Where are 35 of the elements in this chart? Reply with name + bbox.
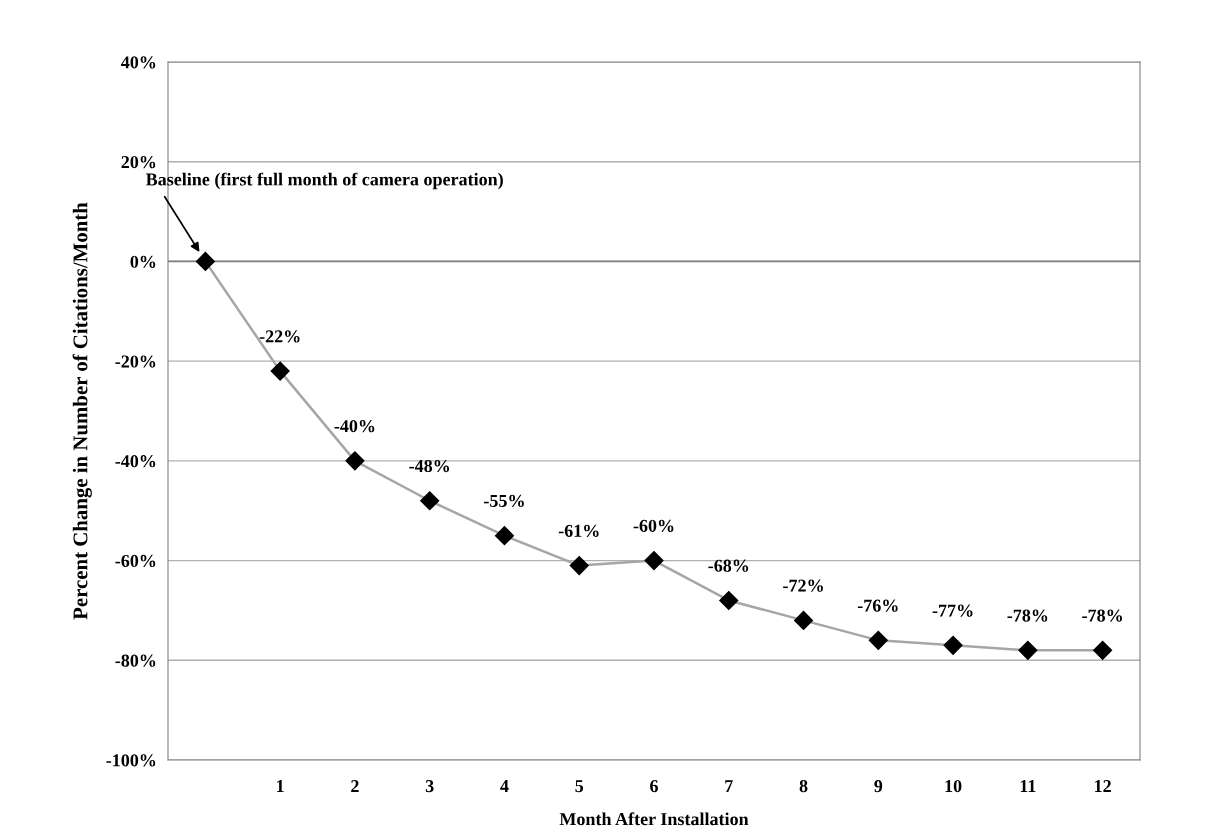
x-tick-label: 5 <box>575 780 584 793</box>
x-tick-label: 10 <box>945 779 962 793</box>
x-tick-label: 12 <box>1095 780 1111 792</box>
y-tick-label: -20% <box>115 355 156 368</box>
y-tick-label: -60% <box>115 554 156 568</box>
data-label: -78% <box>1007 609 1048 622</box>
data-label: -68% <box>708 559 749 572</box>
x-tick-label: 4 <box>500 780 509 792</box>
data-label: -76% <box>857 599 898 612</box>
data-label: -55% <box>484 494 524 508</box>
data-label: -48% <box>409 459 450 473</box>
y-tick-label: -100% <box>106 754 156 767</box>
data-label: -60% <box>633 519 674 532</box>
x-axis-title: Month After Installation <box>559 812 749 826</box>
data-label: -77% <box>932 604 973 617</box>
x-tick-label: 3 <box>425 780 434 793</box>
data-label: -72% <box>783 579 823 592</box>
data-label: -22% <box>259 330 300 343</box>
x-tick-label: 7 <box>725 780 733 792</box>
x-tick-label: 2 <box>351 780 359 792</box>
annotation: Baseline (first full month of camera operation) <box>145 172 503 190</box>
data-label: -40% <box>334 420 375 433</box>
y-tick-label: -80% <box>115 654 156 667</box>
y-tick-label: 0% <box>130 255 156 268</box>
data-label: -61% <box>558 524 599 537</box>
y-tick-label: -40% <box>115 455 156 468</box>
x-tick-label: 1 <box>277 780 284 792</box>
y-tick-label: 20% <box>121 155 156 169</box>
x-tick-label: 8 <box>799 779 808 793</box>
x-tick-label: 11 <box>1020 780 1036 792</box>
x-tick-label: 9 <box>874 780 883 793</box>
y-tick-label: 40% <box>121 56 156 69</box>
y-axis-title: Percent Change in Number of Citations/Month <box>72 202 92 620</box>
data-label: -78% <box>1082 609 1122 622</box>
x-tick-label: 6 <box>650 780 658 793</box>
